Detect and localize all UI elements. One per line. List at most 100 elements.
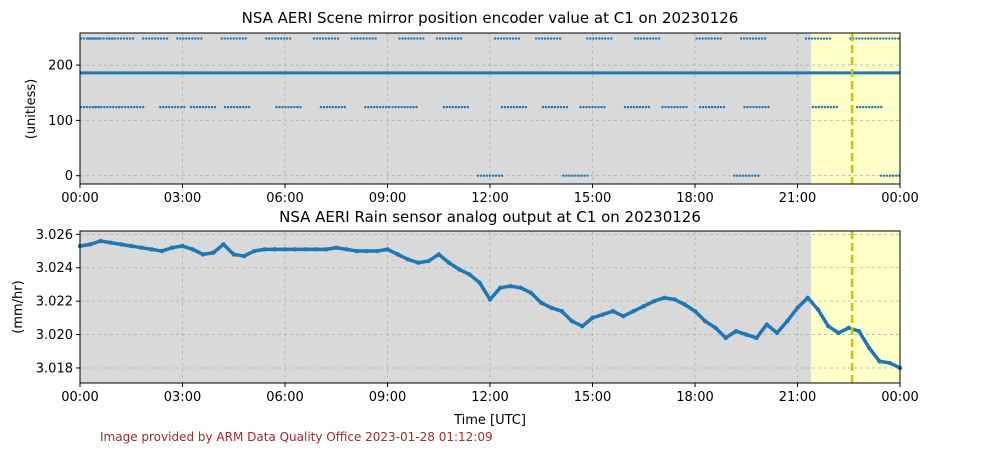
data-point — [757, 174, 760, 177]
data-point — [543, 37, 547, 40]
data-point — [710, 37, 713, 40]
data-point — [601, 37, 604, 40]
data-point — [497, 174, 501, 177]
data-point — [811, 105, 815, 109]
data-point — [410, 37, 413, 40]
data-point — [816, 37, 820, 40]
data-point — [241, 37, 244, 40]
data-point — [448, 105, 452, 109]
data-point — [241, 105, 245, 109]
data-point — [156, 37, 160, 40]
data-point — [144, 37, 148, 40]
data-point — [334, 105, 338, 109]
data-point — [108, 240, 113, 245]
data-point — [767, 105, 770, 109]
data-point — [90, 37, 93, 40]
data-point — [190, 247, 195, 252]
data-point — [569, 318, 575, 324]
footer-credit: Image provided by ARM Data Quality Offic… — [100, 430, 493, 444]
data-point — [764, 322, 769, 327]
data-point — [661, 105, 664, 109]
data-point — [189, 105, 193, 109]
data-point — [880, 105, 883, 109]
data-point — [579, 105, 582, 109]
data-point — [282, 37, 286, 40]
data-point — [550, 105, 554, 109]
data-point — [328, 105, 332, 109]
data-point — [463, 105, 467, 109]
data-point — [541, 105, 545, 109]
series-3 — [476, 174, 901, 177]
data-point — [508, 283, 513, 289]
data-point — [703, 318, 708, 324]
data-point — [749, 105, 752, 109]
data-point — [382, 105, 385, 109]
data-point — [763, 37, 767, 40]
data-point — [284, 105, 287, 109]
data-point — [296, 105, 299, 109]
data-point — [600, 312, 605, 317]
data-point — [502, 37, 506, 40]
data-point — [401, 37, 404, 40]
data-point — [651, 298, 657, 304]
data-point — [388, 105, 391, 109]
data-point — [509, 105, 513, 109]
data-point — [457, 105, 461, 109]
data-point — [856, 329, 862, 334]
data-point — [436, 252, 441, 257]
data-point — [751, 174, 754, 177]
data-point — [745, 37, 749, 40]
data-point — [707, 37, 710, 40]
data-point — [324, 37, 328, 40]
data-point — [398, 37, 401, 40]
x-tick-label: 12:00 — [471, 390, 508, 405]
data-point — [262, 247, 267, 252]
data-point — [313, 247, 318, 252]
data-point — [846, 325, 851, 331]
data-point — [238, 37, 241, 40]
data-point — [676, 105, 679, 109]
data-point — [562, 105, 566, 109]
data-point — [185, 37, 188, 40]
data-point — [334, 245, 339, 250]
data-point — [344, 247, 349, 252]
data-point — [651, 37, 655, 40]
data-point — [871, 105, 874, 109]
data-point — [99, 37, 102, 40]
data-point — [598, 37, 601, 40]
data-point — [446, 260, 452, 265]
data-point — [865, 105, 868, 109]
data-point — [559, 105, 563, 109]
data-point — [540, 37, 544, 40]
mirror-position-chart: NSA AERI Scene mirror position encoder v… — [24, 9, 919, 206]
data-point — [518, 285, 523, 290]
data-point — [223, 105, 227, 109]
y-tick-label: 3.026 — [36, 228, 73, 243]
data-point — [585, 105, 588, 109]
data-point — [719, 37, 722, 40]
data-point — [644, 105, 648, 109]
data-point — [823, 105, 827, 109]
data-point — [586, 37, 589, 40]
data-point — [825, 37, 829, 40]
data-point — [752, 105, 755, 109]
data-point — [139, 245, 144, 250]
data-point — [496, 37, 500, 40]
data-point — [589, 37, 592, 40]
data-point — [682, 302, 687, 307]
series-0 — [77, 238, 903, 371]
data-point — [365, 37, 368, 40]
data-point — [403, 105, 406, 109]
data-point — [226, 37, 229, 40]
data-point — [229, 37, 232, 40]
data-point — [229, 105, 233, 109]
data-point — [441, 37, 445, 40]
data-point — [285, 37, 289, 40]
shaded-region — [80, 33, 812, 184]
y-tick-label: 100 — [48, 114, 73, 129]
data-point — [442, 105, 446, 109]
data-point — [610, 37, 613, 40]
data-point — [594, 105, 597, 109]
data-point — [822, 37, 826, 40]
